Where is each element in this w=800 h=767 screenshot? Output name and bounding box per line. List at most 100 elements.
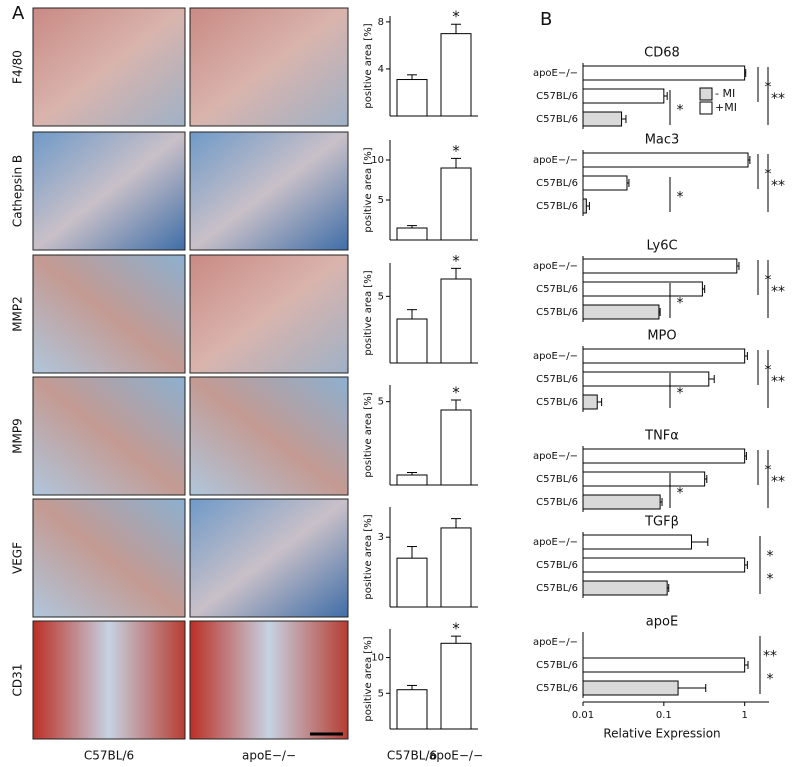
x-axis-label: Relative Expression xyxy=(603,727,720,741)
x-tick-label: 0.1 xyxy=(656,710,672,721)
micrograph xyxy=(32,620,186,740)
significance: * xyxy=(452,142,460,160)
x-tick-label: 0.01 xyxy=(572,710,594,721)
significance: * xyxy=(767,672,774,688)
row-label: Cathepsin B xyxy=(11,155,25,227)
y-tick-label: C57BL/6 xyxy=(536,307,578,318)
bar xyxy=(582,494,661,510)
bar xyxy=(582,471,706,487)
y-tick-label: apoE−/− xyxy=(533,155,578,166)
micrograph xyxy=(32,254,186,374)
bar xyxy=(582,394,598,410)
y-tick-label: 8 xyxy=(378,17,384,28)
y-tick-label: 5 xyxy=(378,291,384,302)
y-tick-label: C57BL/6 xyxy=(536,583,578,594)
bar xyxy=(582,657,746,673)
y-axis-label: positive area [%] xyxy=(363,147,374,232)
micrograph xyxy=(189,7,349,127)
y-tick-label: C57BL/6 xyxy=(536,560,578,571)
bar xyxy=(582,152,749,168)
y-tick-label: apoE−/− xyxy=(533,637,578,648)
bar xyxy=(582,557,746,573)
y-axis-label: positive area [%] xyxy=(363,514,374,599)
y-axis-label: positive area [%] xyxy=(363,392,374,477)
micrograph xyxy=(189,620,349,740)
significance: ** xyxy=(771,474,785,490)
y-tick-label: C57BL/6 xyxy=(536,91,578,102)
y-axis-label: positive area [%] xyxy=(363,636,374,721)
chart-title: TGFβ xyxy=(644,515,679,530)
y-tick-label: 10 xyxy=(371,653,384,664)
y-tick-label: C57BL/6 xyxy=(536,178,578,189)
bar xyxy=(582,88,665,104)
significance: ** xyxy=(771,91,785,107)
significance: ** xyxy=(763,649,777,665)
bar xyxy=(440,278,472,364)
panel-label: A xyxy=(12,3,25,24)
significance: * xyxy=(452,8,460,26)
panel-label: B xyxy=(540,9,552,30)
legend-swatch xyxy=(699,101,713,115)
y-tick-label: C57BL/6 xyxy=(536,114,578,125)
micrograph xyxy=(189,498,349,618)
bar xyxy=(582,281,703,297)
micrograph xyxy=(32,498,186,618)
y-tick-label: apoE−/− xyxy=(533,537,578,548)
bar xyxy=(582,175,628,191)
row-label: MMP9 xyxy=(11,418,25,454)
significance: ** xyxy=(771,178,785,194)
y-tick-label: C57BL/6 xyxy=(536,474,578,485)
row-label: F4/80 xyxy=(11,50,25,84)
micrograph xyxy=(189,131,349,251)
bar xyxy=(396,474,428,486)
micrograph xyxy=(32,131,186,251)
significance: ** xyxy=(771,374,785,390)
y-axis-label: positive area [%] xyxy=(363,23,374,108)
micrograph xyxy=(189,254,349,374)
chart-title: Ly6C xyxy=(646,239,677,254)
y-tick-label: 3 xyxy=(378,532,384,543)
chart-title: TNFα xyxy=(644,429,679,444)
bar xyxy=(582,198,587,214)
significance: * xyxy=(452,620,460,638)
chart-title: MPO xyxy=(647,329,676,344)
bar xyxy=(582,258,738,274)
x-tick-label: 1 xyxy=(741,710,747,721)
significance: * xyxy=(677,103,684,119)
y-axis-label: positive area [%] xyxy=(363,270,374,355)
x-tick-label: apoE−/− xyxy=(429,749,483,763)
significance: * xyxy=(677,190,684,206)
y-tick-label: 5 xyxy=(378,397,384,408)
legend-label: - MI xyxy=(715,87,735,100)
y-tick-label: apoE−/− xyxy=(533,351,578,362)
significance: * xyxy=(452,384,460,402)
significance: * xyxy=(767,549,774,565)
bar xyxy=(396,689,428,730)
bar xyxy=(440,527,472,608)
y-tick-label: 10 xyxy=(371,155,384,166)
bar xyxy=(396,557,428,608)
bar xyxy=(396,318,428,364)
y-tick-label: apoE−/− xyxy=(533,451,578,462)
bar xyxy=(582,371,710,387)
bar xyxy=(440,642,472,730)
micrograph xyxy=(32,7,186,127)
legend-swatch xyxy=(699,87,713,101)
y-tick-label: C57BL/6 xyxy=(536,284,578,295)
micrograph xyxy=(32,376,186,496)
row-label: CD31 xyxy=(11,664,25,697)
x-tick-label: C57BL/6 xyxy=(387,749,437,763)
y-tick-label: C57BL/6 xyxy=(536,497,578,508)
bar xyxy=(582,580,668,596)
significance: * xyxy=(677,486,684,502)
significance: * xyxy=(677,296,684,312)
y-tick-label: 5 xyxy=(378,195,384,206)
chart-title: apoE xyxy=(646,615,678,630)
chart-title: CD68 xyxy=(644,46,680,61)
bar xyxy=(582,348,746,364)
bar xyxy=(440,409,472,486)
micrograph xyxy=(189,376,349,496)
significance: * xyxy=(767,572,774,588)
column-label: C57BL/6 xyxy=(84,749,134,763)
bar xyxy=(396,79,428,117)
